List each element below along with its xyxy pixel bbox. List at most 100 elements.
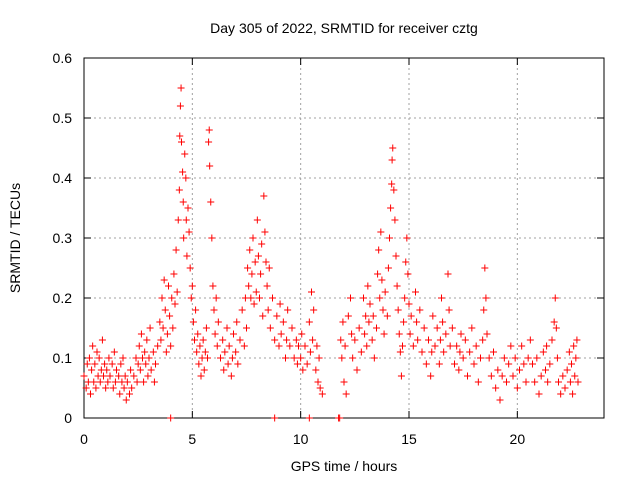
data-point <box>445 306 453 314</box>
data-point <box>394 306 402 314</box>
data-point <box>157 336 165 344</box>
data-point <box>494 366 502 374</box>
data-point <box>142 360 150 368</box>
data-point <box>573 336 581 344</box>
data-point <box>466 348 474 356</box>
data-point <box>135 342 143 350</box>
data-point <box>260 192 268 200</box>
x-tick-label: 10 <box>293 431 309 447</box>
axes-layer: 0 0.1 0.2 0.3 0.4 0.5 0.6 0 5 10 15 20 <box>53 50 605 447</box>
data-point <box>275 342 283 350</box>
data-point <box>174 216 182 224</box>
data-point <box>212 294 220 302</box>
data-point <box>409 342 417 350</box>
data-point <box>286 342 294 350</box>
data-point <box>482 294 490 302</box>
data-point <box>243 324 250 332</box>
data-point <box>123 378 131 386</box>
data-point <box>127 366 135 374</box>
data-point <box>162 348 170 356</box>
data-point <box>169 324 177 332</box>
data-point <box>401 294 409 302</box>
data-point <box>149 348 157 356</box>
data-point <box>399 342 406 350</box>
data-point <box>428 348 436 356</box>
data-point <box>487 372 495 380</box>
data-point <box>444 270 452 278</box>
data-point <box>134 360 142 368</box>
data-point <box>193 348 201 356</box>
data-point <box>176 132 184 140</box>
data-point <box>299 366 307 374</box>
data-point <box>384 264 392 272</box>
data-point <box>509 372 517 380</box>
data-point <box>375 246 383 254</box>
data-point <box>341 342 349 350</box>
data-point <box>439 318 447 326</box>
data-point <box>531 378 539 386</box>
data-point <box>121 372 129 380</box>
data-point <box>172 246 180 254</box>
data-point <box>154 342 162 350</box>
data-point <box>507 342 515 350</box>
data-point <box>513 384 521 392</box>
data-point <box>251 258 259 266</box>
data-point <box>103 366 111 374</box>
data-point <box>402 258 410 266</box>
chart-title: Day 305 of 2022, SRMTID for receiver czt… <box>210 20 478 36</box>
data-point <box>438 294 445 302</box>
data-point <box>418 348 426 356</box>
data-point <box>505 360 513 368</box>
data-point <box>301 342 309 350</box>
data-point <box>95 354 103 362</box>
data-point <box>303 360 311 368</box>
data-point <box>207 198 215 206</box>
data-point <box>500 354 508 362</box>
data-point <box>119 354 127 362</box>
data-point <box>316 384 324 392</box>
data-point <box>338 354 346 362</box>
data-point <box>271 414 279 422</box>
data-point <box>433 324 441 332</box>
data-point <box>364 282 372 290</box>
data-point <box>412 288 419 296</box>
data-point <box>187 294 195 302</box>
data-point <box>543 342 551 350</box>
data-point <box>455 366 463 374</box>
data-point <box>381 288 389 296</box>
data-point <box>362 312 370 320</box>
data-point <box>305 318 313 326</box>
data-point <box>561 384 569 392</box>
data-point <box>414 336 422 344</box>
data-point <box>315 354 323 362</box>
data-point <box>313 342 321 350</box>
data-point <box>185 228 193 236</box>
data-point <box>404 270 412 278</box>
data-point <box>429 312 437 320</box>
x-tick-label: 5 <box>188 431 196 447</box>
data-point <box>178 138 185 146</box>
data-point <box>457 330 465 338</box>
data-point <box>481 264 489 272</box>
data-point <box>492 384 500 392</box>
data-point <box>141 348 149 356</box>
data-point <box>559 372 567 380</box>
data-point <box>448 324 456 332</box>
data-point <box>152 360 159 368</box>
data-point <box>225 342 233 350</box>
data-point <box>309 336 317 344</box>
data-point <box>403 234 411 242</box>
data-point <box>83 360 91 368</box>
y-tick-label: 0.4 <box>53 170 73 186</box>
data-point <box>369 312 377 320</box>
data-point <box>503 378 510 386</box>
data-point <box>208 234 216 242</box>
data-point <box>535 390 543 398</box>
data-point <box>117 360 125 368</box>
data-point <box>468 324 476 332</box>
data-point <box>480 306 488 314</box>
data-point <box>228 354 236 362</box>
data-point <box>265 264 273 272</box>
data-point <box>189 318 197 326</box>
data-point <box>140 378 148 386</box>
